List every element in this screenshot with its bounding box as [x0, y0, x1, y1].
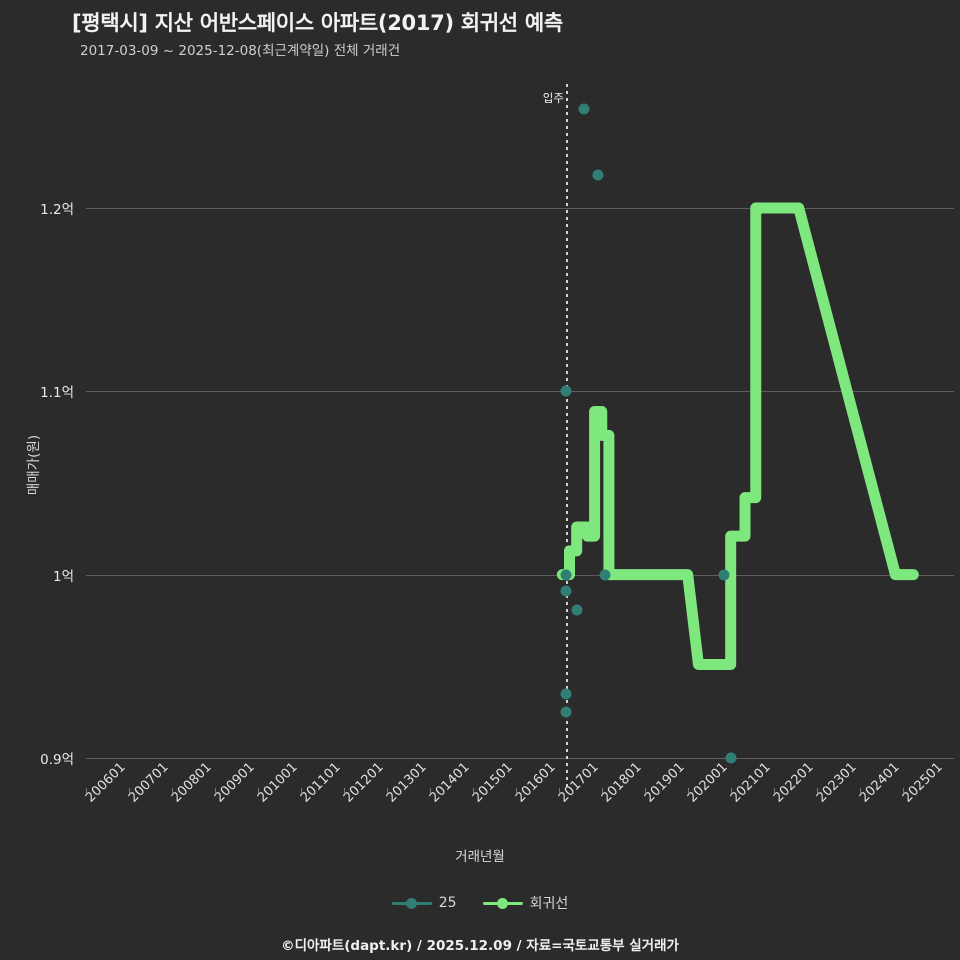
x-tick-label: 201301 [383, 759, 430, 806]
move-in-marker-line [565, 84, 568, 787]
x-tick-mark [429, 788, 431, 793]
x-tick-label: 201701 [555, 759, 602, 806]
x-tick-mark [472, 788, 474, 793]
x-tick-label: 202501 [899, 759, 946, 806]
scatter-point [560, 585, 572, 597]
x-tick-label: 202301 [813, 759, 860, 806]
x-tick-mark [601, 788, 603, 793]
y-tick-label: 1억 [52, 568, 74, 585]
gridline [86, 758, 954, 759]
x-tick-label: 202201 [770, 759, 817, 806]
x-tick-label: 200701 [125, 759, 172, 806]
x-tick-mark [558, 788, 560, 793]
x-tick-mark [214, 788, 216, 793]
x-tick-mark [171, 788, 173, 793]
y-tick-label: 1.2억 [40, 202, 74, 218]
legend-marker-icon [391, 896, 432, 910]
legend-item-regression[interactable]: 회귀선 [482, 893, 569, 913]
chart-legend: 25 회귀선 [0, 893, 960, 913]
scatter-point [560, 688, 572, 700]
x-tick-label: 201601 [512, 759, 559, 806]
x-tick-label: 201901 [641, 759, 688, 806]
legend-item-scatter[interactable]: 25 [391, 895, 457, 911]
scatter-point [560, 569, 572, 581]
x-tick-label: 200901 [211, 759, 258, 806]
x-tick-mark [902, 788, 904, 793]
x-tick-label: 200801 [168, 759, 215, 806]
x-tick-mark [644, 788, 646, 793]
scatter-point [725, 752, 737, 764]
x-tick-mark [730, 788, 732, 793]
y-tick-label: 0.9억 [40, 752, 74, 768]
gridline [86, 574, 954, 576]
x-tick-mark [816, 788, 818, 793]
x-axis-title: 거래년월 [455, 849, 505, 865]
x-tick-mark [515, 788, 517, 793]
scatter-point [718, 569, 730, 581]
legend-label: 25 [438, 895, 457, 911]
x-tick-label: 202001 [684, 759, 731, 806]
x-tick-mark [773, 788, 775, 793]
gridline [86, 391, 954, 393]
x-tick-mark [300, 788, 302, 793]
legend-marker-icon [482, 896, 523, 910]
legend-label: 회귀선 [529, 896, 569, 912]
x-tick-mark [86, 788, 87, 793]
scatter-point [560, 706, 572, 718]
x-tick-label: 201501 [469, 759, 516, 806]
footer-credit: ©디아파트(dapt.kr) / 2025.12.09 / 자료=국토교통부 실… [281, 938, 679, 954]
y-axis-title: 매매가(원) [26, 434, 42, 496]
x-tick-label: 201401 [426, 759, 473, 806]
page-title: [평택시] 지산 어반스페이스 아파트(2017) 회귀선 예측 [72, 11, 563, 35]
chart-subtitle: 2017-03-09 ~ 2025-12-08(최근계약일) 전체 거래건 [80, 43, 401, 59]
x-tick-mark [257, 788, 259, 793]
x-tick-label: 201001 [254, 759, 301, 806]
scatter-point [599, 569, 611, 581]
gridline [86, 208, 954, 209]
y-tick-label: 1.1억 [40, 385, 74, 402]
x-tick-mark [128, 788, 130, 793]
scatter-point [578, 103, 590, 115]
move-in-label: 입주 [542, 91, 564, 105]
x-tick-mark [386, 788, 388, 793]
x-tick-mark [343, 788, 345, 793]
x-tick-mark [859, 788, 861, 793]
x-tick-label: 201801 [598, 759, 645, 806]
scatter-point [560, 385, 572, 397]
scatter-point [592, 169, 604, 181]
x-tick-label: 201201 [340, 759, 387, 806]
x-tick-label: 202101 [727, 759, 774, 806]
x-tick-label: 201101 [297, 759, 344, 806]
x-tick-label: 200601 [83, 759, 129, 806]
x-tick-label: 202401 [856, 759, 903, 806]
scatter-point [571, 604, 583, 615]
x-tick-mark [687, 788, 689, 793]
